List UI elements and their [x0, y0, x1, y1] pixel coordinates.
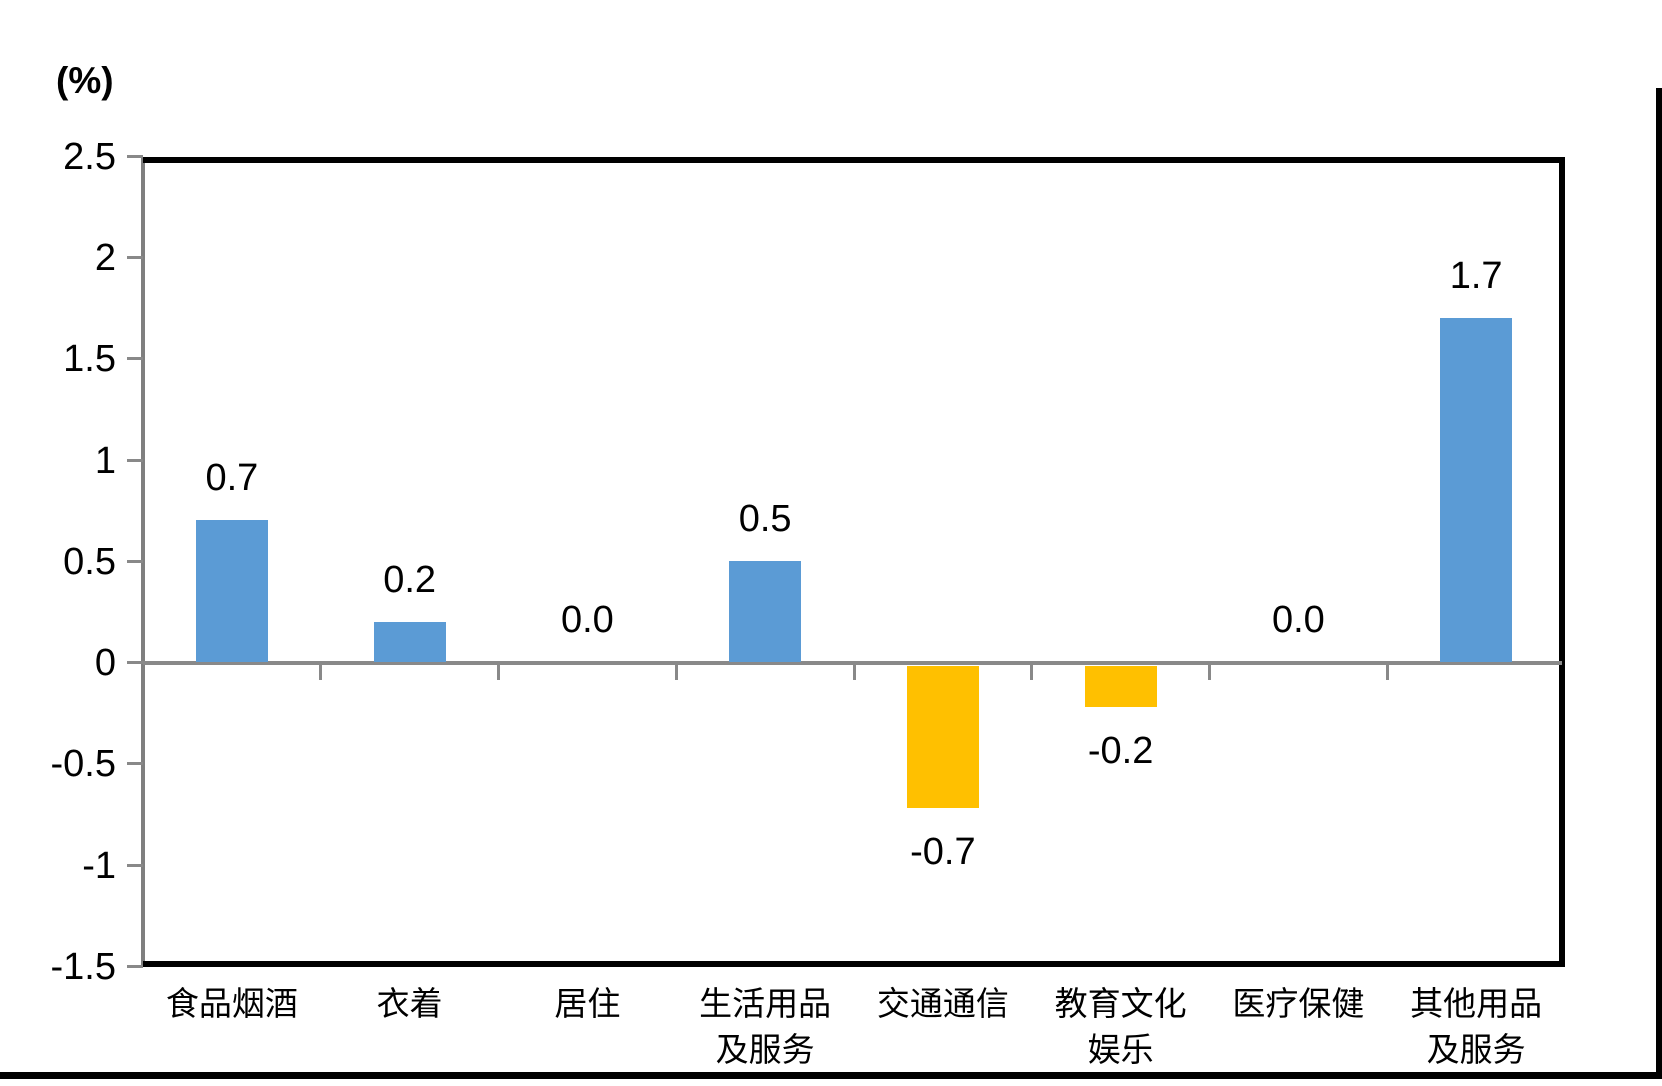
- y-axis-tick-label: 1: [94, 439, 116, 482]
- bar-value-label: -0.2: [1087, 729, 1154, 772]
- y-axis-tick: [127, 256, 143, 259]
- y-axis-tick: [127, 458, 143, 462]
- x-axis-tick: [1208, 665, 1211, 680]
- bar-8: [1440, 317, 1513, 662]
- image-frame-bottom: [0, 1072, 1662, 1079]
- y-axis-tick: [127, 964, 143, 968]
- category-label: 交通通信: [876, 985, 1009, 1022]
- zero-baseline: [143, 661, 1562, 665]
- x-axis-tick: [674, 665, 678, 680]
- y-axis-tick-label: -0.5: [50, 743, 116, 786]
- y-axis-tick: [127, 559, 143, 563]
- x-axis-tick: [497, 665, 500, 680]
- bar-value-label: 0.2: [383, 558, 437, 601]
- category-label: 其他用品 及服务: [1410, 985, 1543, 1068]
- y-axis-unit-label: (%): [56, 60, 114, 101]
- category-label: 居住: [554, 985, 621, 1022]
- bar-value-label: -0.7: [910, 830, 976, 873]
- y-axis-tick: [127, 154, 143, 158]
- y-axis-tick-label: 0: [94, 642, 116, 684]
- bar-5: [906, 666, 979, 808]
- y-axis-tick-label: -1.5: [50, 945, 116, 988]
- bar-value-label: 0.0: [560, 599, 614, 641]
- bar-2: [373, 621, 446, 662]
- y-axis-tick: [127, 762, 143, 766]
- bar-4: [729, 560, 802, 662]
- bar-1: [195, 520, 268, 662]
- y-axis-tick-label: 0.5: [63, 540, 116, 583]
- y-axis-tick-label: 1.5: [63, 338, 116, 381]
- bar-value-label: 0.0: [1271, 599, 1325, 641]
- bar-value-label: 0.7: [205, 457, 259, 500]
- x-axis-tick: [852, 665, 856, 680]
- y-axis-tick-label: 2.5: [63, 135, 116, 178]
- y-axis-tick-label: 2: [94, 237, 116, 279]
- category-label: 医疗保健: [1232, 985, 1365, 1022]
- y-axis-tick-label: -1: [82, 844, 116, 887]
- category-label: 生活用品 及服务: [699, 985, 832, 1068]
- y-axis-tick: [127, 863, 143, 867]
- y-axis-tick: [127, 661, 143, 664]
- y-axis-tick: [127, 357, 143, 361]
- category-label: 衣着: [376, 985, 443, 1022]
- x-axis-tick: [319, 665, 323, 680]
- category-label: 教育文化 娱乐: [1054, 985, 1187, 1068]
- plot-area: [143, 157, 1565, 967]
- bar-value-label: 0.5: [738, 497, 792, 540]
- x-axis-tick: [1030, 665, 1034, 680]
- x-axis-tick: [1385, 665, 1389, 680]
- bar-value-label: 1.7: [1449, 254, 1503, 297]
- category-label: 食品烟酒: [165, 985, 298, 1022]
- image-frame-right: [1656, 88, 1662, 1079]
- y-axis-line: [141, 157, 145, 967]
- bar-6: [1084, 666, 1157, 707]
